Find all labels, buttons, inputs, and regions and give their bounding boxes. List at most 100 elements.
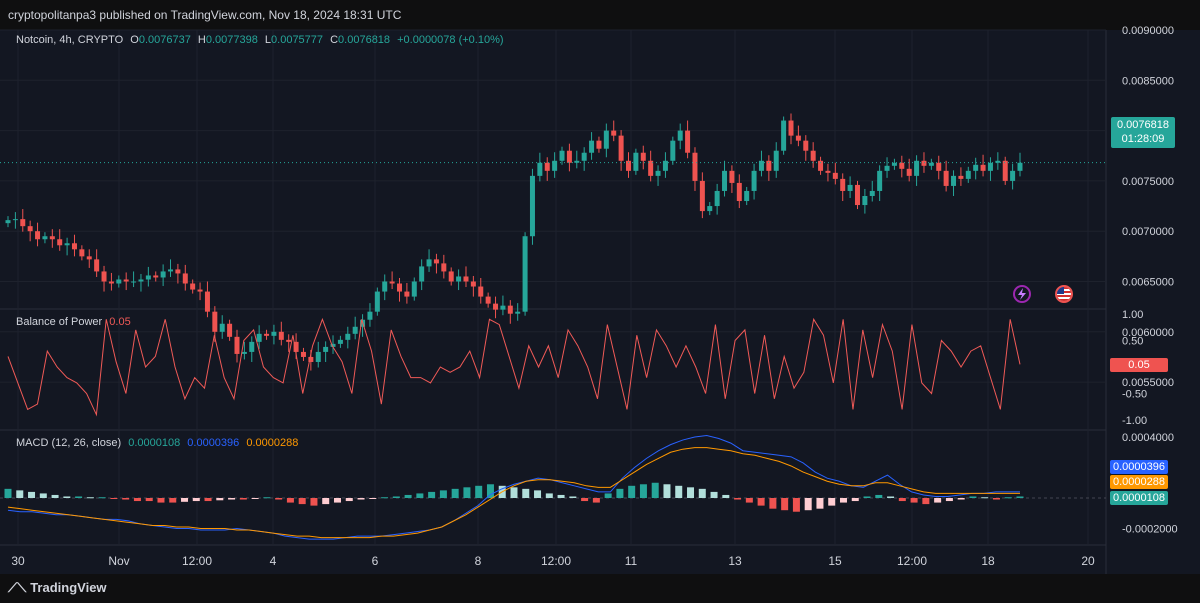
macd-histogram-bar <box>663 484 671 498</box>
macd-histogram-bar <box>816 498 824 509</box>
macd-histogram-bar <box>887 496 895 498</box>
macd-histogram-bar <box>204 498 212 502</box>
macd-histogram-bar <box>275 498 283 500</box>
candle-body <box>153 275 159 278</box>
macd-histogram-bar <box>357 498 365 500</box>
candle-body <box>500 305 506 310</box>
candle-body <box>670 140 676 161</box>
macd-histogram-bar <box>687 487 695 498</box>
y-tick-label: 0.0055000 <box>1122 377 1174 389</box>
macd-histogram-bar <box>145 498 153 502</box>
macd-histogram-bar <box>298 498 306 505</box>
candle-body <box>699 180 705 212</box>
candle-body <box>884 165 890 171</box>
bop-legend: Balance of Power 0.05 <box>16 316 135 328</box>
macd-histogram-bar <box>545 493 553 498</box>
candle-body <box>293 341 299 352</box>
countdown-text: 01:28:09 <box>1121 133 1165 145</box>
macd-histogram-bar <box>639 484 647 498</box>
x-tick-label: 8 <box>475 554 482 568</box>
candle-body <box>323 346 329 352</box>
x-tick-label: Nov <box>108 554 129 568</box>
candle-body <box>825 170 831 173</box>
last-price-text: 0.0076818 <box>1117 119 1169 131</box>
macd-histogram-bar <box>428 491 436 498</box>
macd-histogram-bar <box>345 498 353 502</box>
macd-histogram-bar <box>4 488 12 498</box>
candle-body <box>227 323 233 337</box>
macd-histogram-bar <box>757 498 765 506</box>
candle-body <box>611 130 617 136</box>
candle-body <box>973 164 979 171</box>
candle-body <box>736 182 742 202</box>
macd-legend: MACD (12, 26, close) 0.0000108 0.0000396… <box>16 437 302 449</box>
macd-line-value: 0.0000396 <box>187 437 240 449</box>
candle-body <box>27 226 33 232</box>
macd-histogram-bar <box>228 498 236 500</box>
candle-body <box>219 323 225 332</box>
candle-body <box>781 120 787 151</box>
macd-histogram-bar <box>310 498 318 506</box>
macd-title: MACD (12, 26, close) <box>16 437 122 449</box>
candle-body <box>714 190 720 207</box>
y-tick-label: 0.0060000 <box>1122 327 1174 339</box>
macd-histogram-bar <box>616 488 624 498</box>
macd-histogram-bar <box>475 485 483 498</box>
candle-body <box>197 289 203 292</box>
macd-histogram-bar <box>945 498 953 502</box>
candle-body <box>271 331 277 336</box>
candle-body <box>995 160 1001 163</box>
candle-body <box>300 351 306 357</box>
tradingview-logo[interactable]: ⟋⟍ TradingView <box>8 580 107 596</box>
candle-body <box>722 170 728 191</box>
signal-line <box>7 447 1020 539</box>
macd-histogram-bar <box>875 494 883 498</box>
y-tick-label: 0.0070000 <box>1122 226 1174 238</box>
candle-body <box>559 150 565 161</box>
candle-body <box>862 195 868 206</box>
candle-body <box>921 160 927 166</box>
candle-body <box>397 283 403 292</box>
macd-histogram-bar <box>534 490 542 498</box>
candle-body <box>566 150 572 163</box>
candle-body <box>426 259 432 267</box>
candle-body <box>832 172 838 179</box>
candle-body <box>515 311 521 314</box>
us-flag-icon[interactable] <box>1055 285 1073 303</box>
lightning-icon[interactable] <box>1013 285 1031 303</box>
candle-body <box>891 162 897 166</box>
macd-histogram-bar <box>133 498 141 502</box>
candle-body <box>951 175 957 186</box>
candle-body <box>145 275 151 280</box>
macd-histogram-bar <box>839 498 847 503</box>
macd-histogram-bar <box>910 498 918 503</box>
candle-body <box>869 190 875 196</box>
y-tick-label: 0.0075000 <box>1122 176 1174 188</box>
macd-tick-label: -0.0002000 <box>1122 524 1178 536</box>
macd-tick-label: 0.0004000 <box>1122 432 1174 444</box>
macd-histogram-bar <box>75 496 83 498</box>
high-value: 0.0077398 <box>205 34 258 46</box>
candle-body <box>729 170 735 183</box>
low-value: 0.0075777 <box>271 34 324 46</box>
y-tick-label: 0.0065000 <box>1122 277 1174 289</box>
macd-histogram-bar <box>392 496 400 498</box>
macd-histogram-bar <box>333 498 341 503</box>
close-label: C <box>330 34 339 46</box>
candle-body <box>692 152 698 181</box>
macd-histogram-bar <box>1016 496 1024 498</box>
candle-body <box>943 170 949 186</box>
candle-body <box>478 286 484 297</box>
candle-body <box>204 291 210 312</box>
macd-histogram-bar <box>651 482 659 498</box>
high-label: H <box>197 34 206 46</box>
candle-body <box>131 281 137 283</box>
candle-body <box>906 168 912 176</box>
x-tick-label: 6 <box>372 554 379 568</box>
macd-signal-value: 0.0000288 <box>246 437 299 449</box>
candle-body <box>264 333 270 336</box>
macd-histogram-bar <box>828 498 836 506</box>
candle-body <box>249 341 255 352</box>
